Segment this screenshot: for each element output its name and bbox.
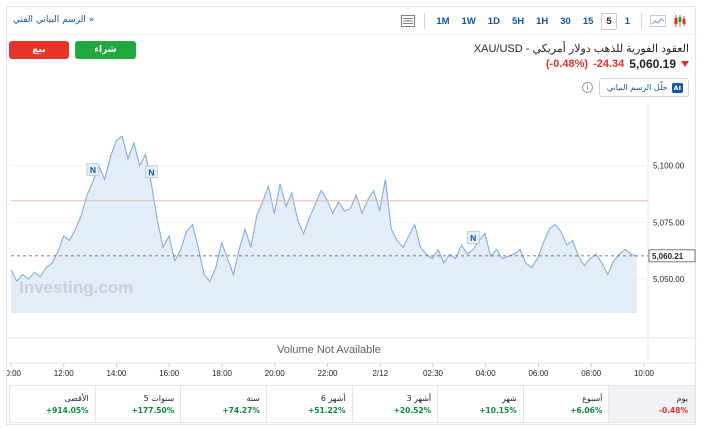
period-cell[interactable]: أسبوع +6.06% (522, 386, 609, 422)
last-price: 5,060.19 (629, 57, 676, 71)
timeframe-1[interactable]: 1 (624, 15, 630, 27)
period-label: شهر (501, 393, 517, 403)
analyze-chart-button[interactable]: حلّل الرسم البياني AI (599, 78, 689, 97)
toolbar-divider (424, 13, 426, 29)
news-marker (466, 231, 480, 244)
period-performance: الأقصى +914.05% 5 سنوات +177.50% سنة +74.27% 6… (9, 385, 695, 423)
period-label: سنة (246, 393, 260, 403)
period-value: +914.05% (45, 405, 89, 415)
volume-not-available: Volume Not Available (277, 344, 381, 356)
period-cell[interactable]: 5 سنوات +177.50% (94, 386, 181, 422)
current-price-label: 5,060.21 (652, 252, 684, 261)
x-tick-label: 20:00 (265, 369, 286, 378)
chart-widget: الرسم البياني الفني » 1M 1W 1D 5H 1H 30 … (6, 6, 697, 425)
chart-toolbar: الرسم البياني الفني » 1M 1W 1D 5H 1H 30 … (7, 7, 697, 35)
period-cell[interactable]: 6 أشهر +51.22% (265, 386, 352, 422)
news-marker-label: N (90, 165, 96, 175)
period-cell[interactable]: سنة +74.27% (180, 386, 266, 422)
period-value: +177.50% (131, 405, 175, 415)
period-cell[interactable]: شهر +10.15% (437, 386, 523, 422)
price-change: -24.34 (593, 58, 625, 70)
x-tick-label: 10:00 (7, 369, 22, 378)
period-value: +20.52% (393, 405, 432, 415)
period-cell[interactable]: يوم -0.48% (608, 386, 694, 422)
period-value: +51.22% (307, 405, 346, 415)
price-chart[interactable]: 5,100.00 5,075.00 5,050.00 5,060.21 N N N Inves… (7, 103, 697, 381)
table-icon[interactable] (399, 13, 417, 29)
price-row: (-0.48%) -24.34 5,060.19 (546, 57, 689, 71)
timeframe-1M[interactable]: 1M (436, 15, 450, 27)
analyze-chart-label: حلّل الرسم البياني (606, 83, 668, 92)
period-cell[interactable]: الأقصى +914.05% (10, 386, 95, 422)
y-tick-label: 5,075.00 (653, 218, 685, 227)
sell-button[interactable]: بيع (9, 41, 69, 59)
candlestick-icon[interactable] (671, 13, 689, 29)
investing-watermark: Investing.com (19, 278, 133, 297)
news-marker-label: N (148, 167, 154, 177)
x-tick-label: 08:00 (581, 369, 602, 378)
x-tick-label: 22:00 (317, 369, 338, 378)
period-label: 5 سنوات (143, 393, 175, 403)
period-value: +6.06% (570, 405, 603, 415)
price-change-pct: (-0.48%) (545, 58, 589, 70)
area-chart-icon[interactable] (649, 13, 667, 29)
x-tick-label: 18:00 (212, 369, 233, 378)
period-label: يوم (676, 393, 688, 403)
x-tick-label: 12:00 (54, 369, 75, 378)
down-arrow-icon (681, 61, 689, 67)
period-label: 6 أشهر (320, 393, 346, 403)
timeframe-5[interactable]: 5 (601, 12, 617, 30)
news-marker (86, 163, 100, 176)
x-tick-label: 04:00 (476, 369, 497, 378)
period-label: أسبوع (582, 393, 603, 403)
toolbar-divider (641, 13, 642, 29)
period-value: +10.15% (479, 405, 517, 415)
x-tick-label: 06:00 (528, 369, 549, 378)
news-marker (145, 165, 158, 179)
y-tick-label: 5,050.00 (653, 275, 685, 284)
period-cell[interactable]: 3 أشهر +20.52% (351, 386, 438, 422)
x-tick-label: 14:00 (106, 369, 127, 378)
period-label: 3 أشهر (406, 393, 432, 403)
period-value: -0.48% (658, 405, 688, 415)
full-chart-link[interactable]: الرسم البياني الفني » (13, 15, 95, 25)
x-tick-label: 10:00 (634, 369, 655, 378)
timeframe-1H[interactable]: 1H (536, 15, 549, 27)
news-marker-label: N (470, 233, 476, 243)
buy-button[interactable]: شراء (75, 41, 136, 59)
x-tick-label: 2/12 (372, 369, 388, 378)
price-area (11, 136, 637, 313)
x-tick-label: 02:30 (423, 369, 444, 378)
price-line (10, 135, 638, 283)
current-price-badge (648, 249, 696, 263)
period-label: الأقصى (64, 393, 89, 403)
x-tick-label: 16:00 (159, 369, 180, 378)
timeframe-5H[interactable]: 5H (511, 15, 525, 27)
period-value: +74.27% (222, 405, 260, 415)
instrument-title: XAU/USD - العقود الفورية للذهب دولار أمر… (473, 43, 689, 55)
timeframe-1D[interactable]: 1D (487, 15, 500, 27)
y-tick-label: 5,100.00 (653, 162, 685, 171)
timeframe-selector: 1M 1W 1D 5H 1H 30 15 5 1 (399, 11, 689, 31)
info-icon[interactable]: i (582, 82, 593, 93)
timeframe-30[interactable]: 30 (560, 15, 571, 27)
ai-icon: AI (671, 82, 683, 93)
timeframe-15[interactable]: 15 (582, 15, 594, 27)
timeframe-1W[interactable]: 1W (461, 15, 476, 27)
